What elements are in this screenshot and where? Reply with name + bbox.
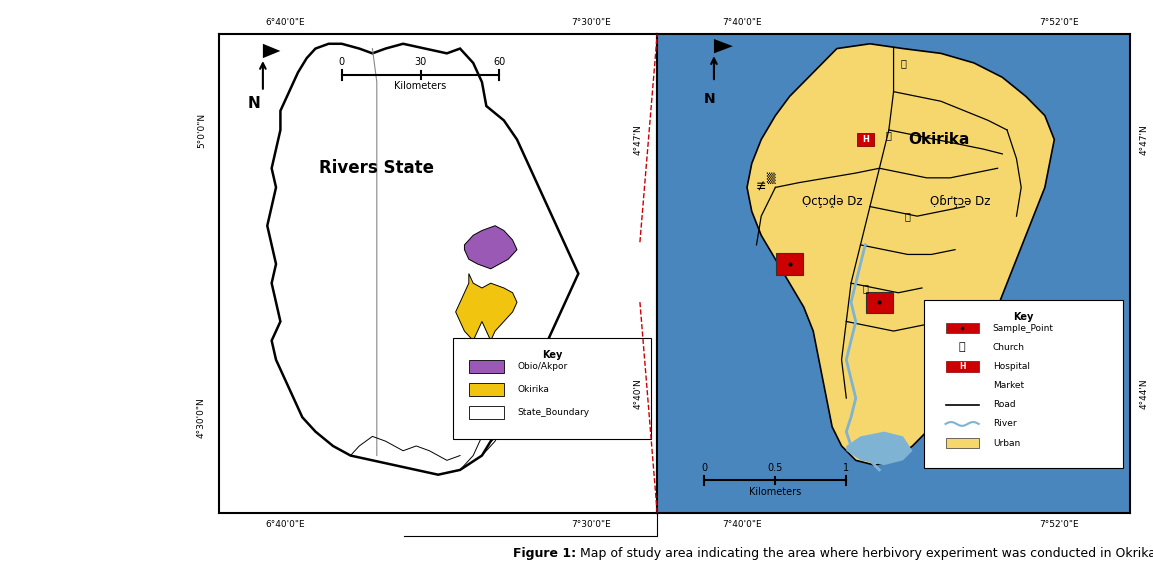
Text: 4°30'0"N: 4°30'0"N — [197, 397, 206, 438]
Text: River: River — [993, 420, 1017, 429]
Bar — [469, 383, 504, 396]
Polygon shape — [714, 39, 733, 54]
Text: Ọɓґţɔǝ Dz: Ọɓґţɔǝ Dz — [929, 196, 990, 208]
Text: 7°40'0"E: 7°40'0"E — [723, 520, 762, 529]
Text: ≢: ≢ — [756, 181, 767, 194]
Polygon shape — [747, 44, 1054, 465]
Text: 0: 0 — [701, 463, 708, 473]
FancyBboxPatch shape — [925, 300, 1123, 467]
Text: Key: Key — [1013, 312, 1034, 322]
Bar — [945, 361, 979, 372]
Text: Urban: Urban — [993, 438, 1020, 447]
Polygon shape — [267, 44, 579, 475]
Text: N: N — [248, 96, 261, 112]
Bar — [469, 360, 504, 373]
Text: 0.5: 0.5 — [768, 463, 783, 473]
FancyBboxPatch shape — [453, 338, 650, 439]
Text: N: N — [703, 92, 715, 105]
Text: State_Boundary: State_Boundary — [517, 408, 589, 417]
Text: 7°30'0"E: 7°30'0"E — [572, 18, 611, 27]
Text: Rivers State: Rivers State — [319, 159, 435, 177]
Text: 4°44'N: 4°44'N — [1139, 378, 1148, 409]
Bar — [866, 292, 892, 313]
Text: Sample_Point: Sample_Point — [993, 324, 1054, 333]
Text: 1: 1 — [843, 463, 850, 473]
Text: Okirika: Okirika — [907, 132, 970, 147]
Text: 7°52'0"E: 7°52'0"E — [1039, 520, 1079, 529]
Polygon shape — [455, 274, 517, 341]
Text: ⛪: ⛪ — [900, 58, 906, 68]
Bar — [945, 438, 979, 449]
Text: Okirika: Okirika — [517, 385, 549, 394]
Text: ▒: ▒ — [767, 172, 775, 184]
Text: Market: Market — [993, 381, 1024, 390]
Polygon shape — [263, 44, 280, 58]
Text: ⛪: ⛪ — [862, 283, 868, 293]
Text: 7°52'0"E: 7°52'0"E — [1039, 18, 1079, 27]
Polygon shape — [465, 226, 517, 269]
Polygon shape — [846, 431, 912, 465]
Text: ⛪: ⛪ — [886, 130, 891, 140]
Text: Obio/Akpor: Obio/Akpor — [517, 362, 567, 371]
Text: 4°47'N: 4°47'N — [1139, 124, 1148, 155]
Text: Church: Church — [993, 343, 1025, 352]
Text: 30: 30 — [414, 58, 427, 67]
Text: ⛪: ⛪ — [905, 211, 911, 221]
Text: Key: Key — [542, 350, 563, 360]
Text: Ọcţɔḓǝ Dz: Ọcţɔḓǝ Dz — [801, 196, 862, 208]
Bar — [945, 323, 979, 333]
Text: Map of study area indicating the area where herbivory experiment was conducted i: Map of study area indicating the area wh… — [576, 547, 1153, 560]
Text: 7°40'0"E: 7°40'0"E — [723, 18, 762, 27]
Bar — [776, 254, 802, 275]
Text: ⛪: ⛪ — [959, 343, 965, 352]
Text: 4°47'N: 4°47'N — [634, 124, 643, 155]
Text: Kilometers: Kilometers — [749, 487, 801, 497]
Text: 6°40'0"E: 6°40'0"E — [265, 18, 304, 27]
Text: 5°0'0"N: 5°0'0"N — [197, 112, 206, 148]
Text: 7°30'0"E: 7°30'0"E — [572, 520, 611, 529]
Text: 60: 60 — [493, 58, 506, 67]
Text: Road: Road — [993, 400, 1016, 409]
Bar — [857, 133, 874, 146]
Text: 6°40'0"E: 6°40'0"E — [265, 520, 304, 529]
Text: H: H — [861, 135, 868, 144]
Text: Kilometers: Kilometers — [394, 82, 446, 91]
Bar — [469, 406, 504, 419]
Text: H: H — [959, 362, 965, 371]
Text: Figure 1:: Figure 1: — [513, 547, 576, 560]
Text: Hospital: Hospital — [993, 362, 1030, 371]
Text: 0: 0 — [339, 58, 345, 67]
Text: 4°40'N: 4°40'N — [634, 378, 643, 409]
